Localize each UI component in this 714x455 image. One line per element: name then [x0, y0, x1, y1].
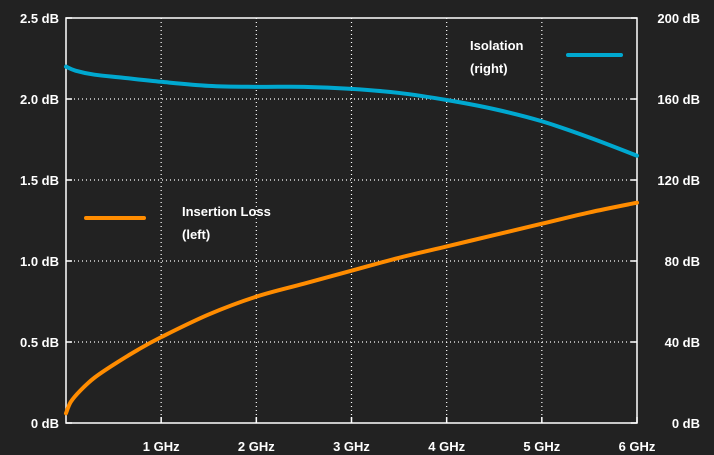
y-left-tick-label: 0 dB	[31, 416, 59, 431]
legend-label-left: Insertion Loss	[182, 204, 271, 219]
y-right-tick-label: 80 dB	[665, 254, 700, 269]
plot-frame	[65, 17, 638, 424]
x-tick-label: 2 GHz	[238, 439, 275, 454]
y-left-tick-label: 2.5 dB	[20, 11, 59, 26]
y-right-tick-label: 0 dB	[672, 416, 700, 431]
y-right-tick-label: 160 dB	[657, 92, 700, 107]
x-tick-label: 3 GHz	[333, 439, 370, 454]
y-left-tick-label: 2.0 dB	[20, 92, 59, 107]
y-right-tick-label: 40 dB	[665, 335, 700, 350]
legend-label-left: (left)	[182, 227, 210, 242]
legend-label-right: (right)	[470, 61, 508, 76]
x-tick-label: 6 GHz	[619, 439, 656, 454]
y-left-tick-label: 0.5 dB	[20, 335, 59, 350]
axes	[65, 17, 638, 424]
x-tick-label: 4 GHz	[428, 439, 465, 454]
y-right-tick-label: 200 dB	[657, 11, 700, 26]
tick-labels: 1 GHz 2 GHz 3 GHz 4 GHz 5 GHz 6 GHz 0 dB 0.5 dB…	[20, 11, 700, 454]
series-lines	[64, 64, 639, 416]
y-right-tick-label: 120 dB	[657, 173, 700, 188]
y-left-tick-label: 1.5 dB	[20, 173, 59, 188]
y-left-tick-label: 1.0 dB	[20, 254, 59, 269]
series-line-right	[64, 64, 639, 158]
series-line-left	[64, 200, 639, 416]
x-tick-label: 5 GHz	[523, 439, 560, 454]
legend-label-right: Isolation	[470, 38, 524, 53]
x-tick-label: 1 GHz	[143, 439, 180, 454]
legend: Insertion Loss (left) Isolation (right)	[84, 38, 623, 242]
